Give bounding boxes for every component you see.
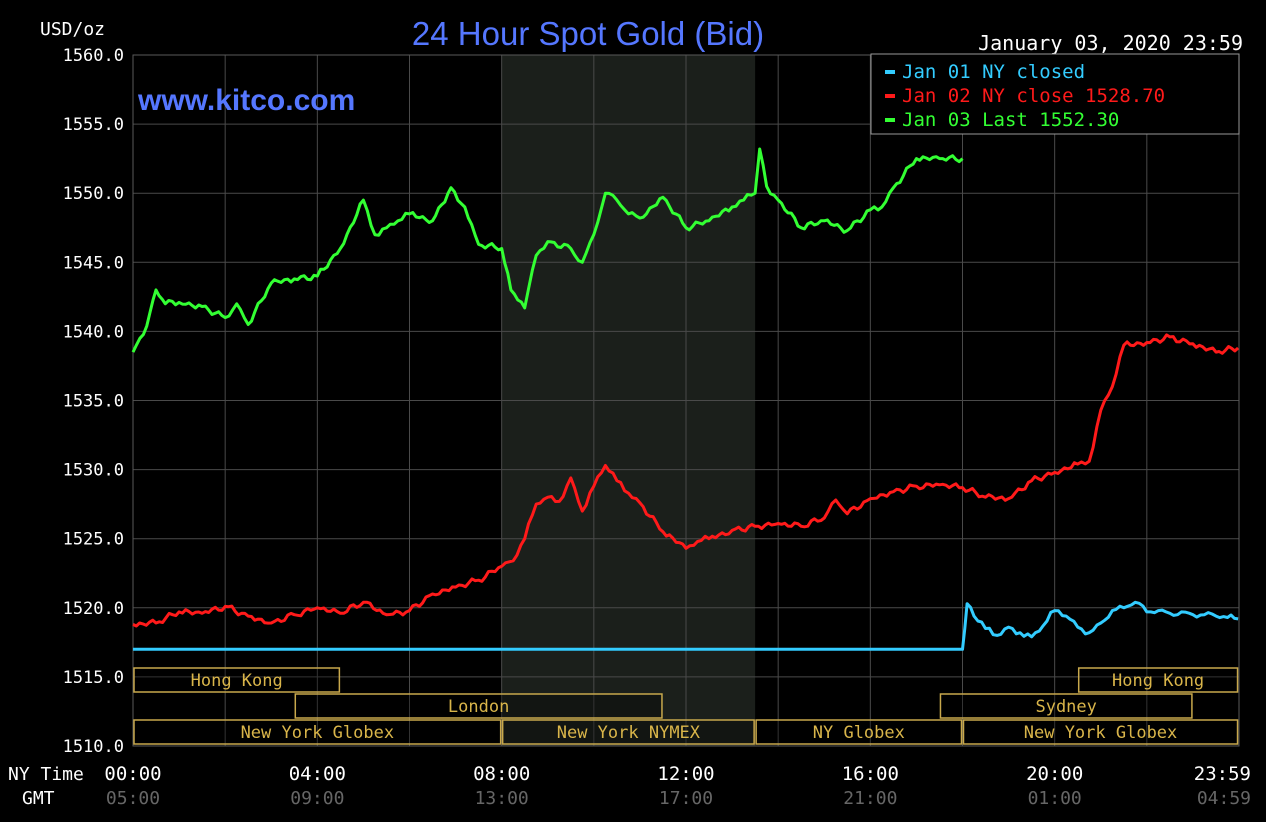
x-tick-label-ny: 12:00	[657, 763, 714, 785]
y-tick-label: 1545.0	[63, 253, 124, 273]
market-box	[294, 693, 663, 719]
x-tick-label-ny: 00:00	[104, 763, 161, 785]
x-tick-label-ny: 23:59	[1194, 763, 1251, 785]
y-tick-label: 1555.0	[63, 115, 124, 135]
plot-border	[132, 54, 1240, 747]
legend: Jan 01 NY closed Jan 02 NY close 1528.70…	[870, 53, 1240, 135]
x-tick-label-gmt: 01:00	[1028, 788, 1082, 809]
series-line	[131, 147, 964, 353]
y-unit-label: USD/oz	[40, 19, 105, 40]
x-tick-label-gmt: 21:00	[843, 788, 897, 809]
market-label: New York Globex	[1024, 723, 1178, 743]
market-box	[133, 719, 502, 745]
market-box	[133, 667, 341, 693]
y-tick-label: 1530.0	[63, 461, 124, 481]
chart-date: January 03, 2020 23:59	[978, 31, 1243, 55]
series-line	[133, 600, 1239, 651]
legend-item-jan02: Jan 02 NY close 1528.70	[902, 85, 1165, 107]
market-label: Hong Kong	[191, 671, 283, 691]
watermark: www.kitco.com	[137, 84, 355, 117]
market-label: London	[448, 697, 509, 717]
series-lines	[131, 147, 1240, 651]
series-line	[132, 333, 1240, 628]
market-label: New York Globex	[241, 723, 395, 743]
x-tick-label-gmt: 04:59	[1197, 788, 1251, 809]
market-sessions: Hong Kong London New York Globex New York N…	[133, 667, 1239, 745]
y-tick-label: 1520.0	[63, 599, 124, 619]
x-row-label-gmt: GMT	[22, 788, 55, 809]
x-tick-label-gmt: 17:00	[659, 788, 713, 809]
y-tick-label: 1535.0	[63, 392, 124, 412]
market-box	[501, 719, 755, 745]
chart-title: 24 Hour Spot Gold (Bid)	[412, 15, 764, 52]
legend-item-jan01: Jan 01 NY closed	[902, 61, 1085, 83]
x-tick-label-ny: 04:00	[289, 763, 346, 785]
market-label: NY Globex	[813, 723, 905, 743]
x-tick-label-gmt: 05:00	[106, 788, 160, 809]
x-tick-label-ny: 08:00	[473, 763, 530, 785]
market-box	[1077, 667, 1239, 693]
x-tick-label-ny: 16:00	[842, 763, 899, 785]
y-tick-label: 1515.0	[63, 668, 124, 688]
market-label: Sydney	[1035, 697, 1096, 717]
y-tick-label: 1510.0	[63, 737, 124, 757]
market-label: New York NYMEX	[557, 723, 701, 743]
axes: 1510.0 1515.0 1520.0 1525.0 1530.0 1535.0 1540…	[63, 46, 1251, 809]
x-tick-label-gmt: 09:00	[290, 788, 344, 809]
grid	[132, 54, 1240, 747]
market-label: Hong Kong	[1112, 671, 1204, 691]
market-box	[962, 719, 1239, 745]
y-tick-label: 1540.0	[63, 322, 124, 342]
y-tick-label: 1550.0	[63, 184, 124, 204]
market-box	[939, 693, 1193, 719]
y-tick-label: 1525.0	[63, 530, 124, 550]
x-row-label-ny: NY Time	[8, 764, 84, 785]
legend-box	[870, 53, 1240, 135]
x-tick-label-ny: 20:00	[1026, 763, 1083, 785]
x-tick-label-gmt: 13:00	[475, 788, 529, 809]
legend-item-jan03: Jan 03 Last 1552.30	[902, 109, 1119, 131]
y-tick-label: 1560.0	[63, 46, 124, 66]
market-box	[755, 719, 963, 745]
